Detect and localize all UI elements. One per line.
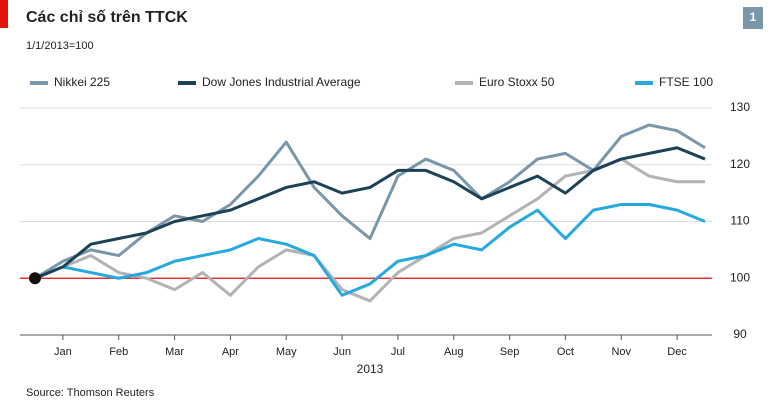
series-line bbox=[34, 123, 706, 280]
chart-number-box bbox=[743, 7, 763, 29]
x-tick-label: Oct bbox=[557, 346, 574, 358]
x-tick-label: Sep bbox=[500, 346, 520, 358]
legend-label: Dow Jones Industrial Average bbox=[202, 75, 361, 89]
start-dot bbox=[29, 272, 41, 285]
source: Source: Thomson Reuters bbox=[26, 387, 155, 399]
series-line bbox=[34, 202, 706, 297]
y-tick-label: 110 bbox=[730, 214, 749, 228]
x-tick-label: Aug bbox=[444, 346, 464, 358]
red-flag bbox=[0, 0, 8, 28]
y-tick-label: 120 bbox=[730, 157, 750, 171]
x-tick-label: Jan bbox=[54, 346, 72, 358]
x-tick-label: Jun bbox=[333, 346, 351, 358]
legend-label: Euro Stoxx 50 bbox=[479, 75, 555, 89]
y-tick-label: 130 bbox=[730, 100, 750, 114]
x-tick-label: Feb bbox=[109, 346, 128, 358]
legend-label: FTSE 100 bbox=[659, 75, 713, 89]
y-tick-label: 90 bbox=[733, 327, 747, 341]
legend-label: Nikkei 225 bbox=[54, 75, 110, 89]
series-line bbox=[34, 157, 705, 303]
chart-title: Các chỉ số trên TTCK bbox=[26, 9, 188, 26]
series-line bbox=[34, 146, 706, 280]
x-tick-label: Jul bbox=[391, 346, 405, 358]
x-tick-label: Nov bbox=[611, 346, 631, 358]
x-tick-label: Apr bbox=[222, 346, 239, 358]
x-tick-label: Dec bbox=[667, 346, 687, 358]
x-tick-label: May bbox=[276, 346, 297, 358]
x-axis-label: 2013 bbox=[357, 362, 384, 376]
chart-number: 1 bbox=[750, 10, 757, 24]
chart-subtitle: 1/1/2013=100 bbox=[26, 40, 94, 52]
y-tick-label: 100 bbox=[730, 270, 750, 284]
x-tick-label: Mar bbox=[165, 346, 184, 358]
